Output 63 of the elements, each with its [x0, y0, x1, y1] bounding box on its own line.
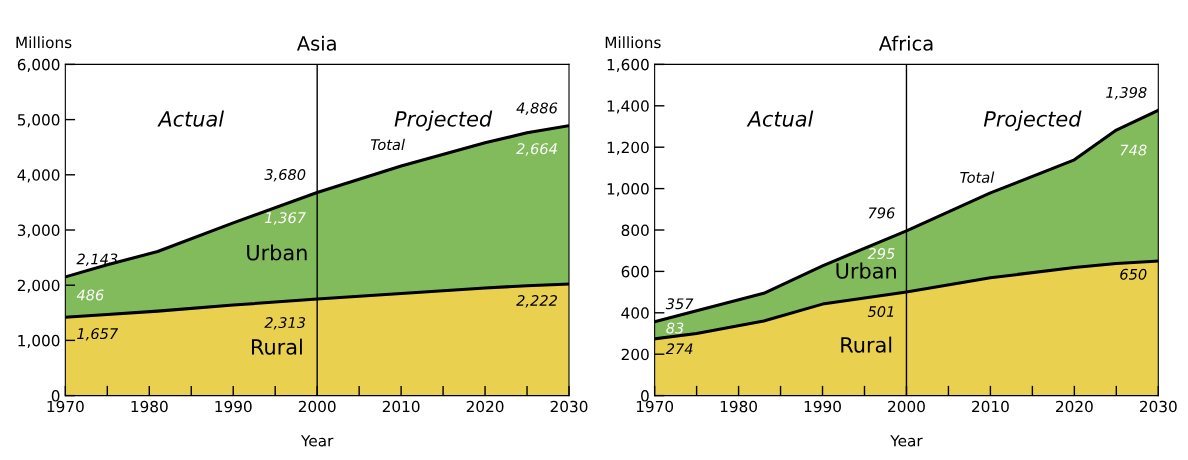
annotation: 83 [666, 322, 684, 334]
annotation: 2,222 [516, 294, 557, 308]
x-tick-label: 2020 [466, 400, 504, 413]
x-tick-label: 2010 [972, 400, 1009, 413]
annotation: 295 [867, 248, 895, 260]
annotation: Projected [394, 110, 493, 131]
y-axis-title: Millions [16, 36, 72, 49]
chart-title: Africa [878, 35, 933, 51]
series-label: Urban [247, 244, 307, 261]
annotation: 2,313 [264, 317, 306, 330]
y-tick-label: 1,200 [607, 141, 649, 155]
y-tick-label: 6,000 [17, 58, 60, 72]
annotation: 274 [665, 343, 693, 355]
y-tick-label: 1,600 [607, 58, 649, 72]
y-tick-label: 4,000 [17, 169, 60, 183]
y-tick-label: 2,000 [17, 279, 60, 293]
annotation: Projected [983, 110, 1082, 131]
annotation: 2,664 [516, 143, 557, 156]
y-tick-label: 200 [621, 348, 649, 361]
series-label: Rural [251, 338, 302, 355]
annotation: 486 [76, 289, 104, 301]
annotation: 650 [1120, 268, 1147, 280]
x-tick-label: 2010 [382, 400, 420, 413]
annotation: Actual [157, 110, 224, 127]
annotation: 796 [868, 207, 895, 219]
annotation: 1,398 [1106, 86, 1147, 100]
x-tick-label: 2000 [888, 400, 925, 413]
annotation: 4,886 [516, 102, 558, 115]
y-tick-label: 3,000 [17, 224, 60, 238]
y-tick-label: 1,000 [18, 334, 60, 348]
annotation: 1,657 [77, 328, 119, 341]
annotation: 501 [867, 306, 894, 318]
x-tick-label: 2000 [298, 400, 336, 413]
series-label: Urban [836, 262, 896, 279]
annotation: 1,367 [265, 212, 306, 225]
annotation: 748 [1120, 144, 1147, 156]
annotation: Total [370, 138, 405, 151]
y-tick-label: 5,000 [17, 114, 60, 128]
x-tick-label: 1980 [720, 400, 757, 413]
y-axis-title: Millions [605, 36, 661, 49]
y-tick-label: 1,000 [607, 183, 649, 197]
y-tick-label: 0 [641, 390, 649, 402]
y-tick-label: 1,400 [607, 100, 649, 114]
series-label: Rural [841, 336, 892, 353]
annotation: Actual [746, 110, 814, 127]
x-tick-label: 1970 [47, 400, 84, 413]
y-tick-label: 400 [621, 307, 649, 319]
x-axis-title: Year [300, 435, 334, 447]
annotation: Total [960, 171, 995, 183]
chart-title: Asia [296, 35, 336, 51]
x-tick-label: 2030 [1139, 400, 1177, 413]
x-tick-label: 2020 [1056, 400, 1093, 413]
x-tick-label: 1980 [131, 400, 168, 413]
x-tick-label: 2030 [550, 400, 588, 413]
y-tick-label: 600 [621, 265, 649, 278]
x-tick-label: 1970 [636, 400, 674, 413]
x-tick-label: 1990 [804, 400, 841, 413]
x-axis-title: Year [890, 435, 923, 447]
annotation: 357 [665, 298, 694, 310]
annotation: 3,680 [264, 169, 306, 182]
y-tick-label: 800 [621, 224, 649, 237]
y-tick-label: 0 [51, 390, 60, 402]
x-tick-label: 1990 [215, 400, 252, 413]
